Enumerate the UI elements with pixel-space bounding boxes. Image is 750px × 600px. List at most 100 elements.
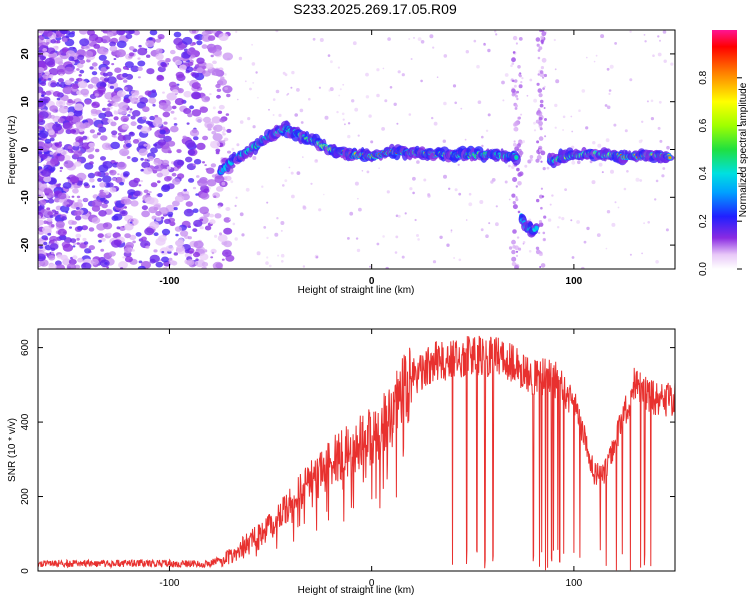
spectrum-noise-speck [201, 95, 211, 103]
spectrum-noise-speck [141, 236, 147, 242]
spectrum-faint-speck [540, 66, 545, 70]
spectrum-streak-speck [517, 181, 522, 186]
spectrum-noise-speck [55, 83, 61, 87]
spectrum-streak-speck [518, 116, 521, 120]
spectrum-faint-speck [341, 112, 345, 116]
spectrum-faint-speck [570, 115, 573, 118]
spectrum-streak-speck [511, 256, 517, 262]
spectrum-noise-speck [79, 30, 88, 35]
spectrum-faint-speck [235, 196, 238, 199]
spectrum-noise-speck [141, 210, 151, 218]
spectrum-noise-speck [66, 263, 77, 269]
spectrum-noise-speck [161, 159, 170, 166]
colorbar-tick-label: 0.4 [698, 166, 709, 180]
spectrum-noise-speck [150, 182, 158, 188]
spectrum-noise-speck [43, 241, 48, 246]
spectrum-noise-speck [129, 46, 135, 51]
spectrum-noise-speck [156, 172, 163, 178]
spectrum-noise-speck [49, 151, 54, 155]
spectrum-noise-speck [56, 68, 66, 76]
spectrum-streak-speck [513, 140, 516, 143]
spectrum-faint-speck [312, 37, 316, 41]
spectrum-streak-speck [543, 215, 547, 219]
spectrum-faint-speck [412, 191, 415, 195]
spectrum-noise-speck [131, 249, 135, 252]
spectrum-streak-speck [540, 150, 546, 156]
spectrum-faint-speck [655, 179, 659, 183]
spectrum-noise-speck [157, 193, 163, 198]
spectrum-noise-speck [131, 157, 139, 163]
spectrum-noise-speck [153, 143, 158, 147]
spectrum-faint-speck [481, 135, 484, 139]
spectrum-streak-speck [541, 195, 545, 198]
spectrum-noise-speck [199, 253, 209, 261]
spectrum-noise-speck [87, 30, 95, 36]
spectrum-faint-speck [529, 78, 533, 82]
colorbar-tick-label: 0.6 [698, 118, 709, 132]
spectrum-noise-speck [173, 31, 182, 38]
spectrum-faint-speck [647, 221, 650, 224]
spectrum-noise-speck [215, 151, 220, 155]
spectrum-noise-speck [155, 38, 162, 43]
spectrum-streak-speck [540, 35, 545, 40]
spectrum-faint-speck [581, 89, 586, 93]
spectrum-streak-speck [513, 127, 518, 132]
spectrum-noise-speck [173, 117, 177, 120]
spectrum-noise-speck [133, 190, 141, 197]
spectrum-noise-speck [106, 71, 113, 77]
spectrum-faint-speck [655, 260, 659, 264]
spectrum-noise-speck [155, 216, 162, 222]
spectrum-noise-speck [39, 55, 47, 61]
spectrum-faint-speck [410, 58, 413, 60]
spectrum-noise-speck [100, 35, 111, 44]
spectrum-streak-speck [542, 231, 546, 235]
spectrum-faint-speck [268, 108, 270, 111]
spectrum-faint-speck [626, 170, 629, 173]
spectrum-noise-speck [118, 101, 129, 110]
spectrum-noise-speck [140, 126, 150, 134]
spectrum-noise-speck [56, 147, 64, 153]
spectrum-faint-speck [299, 108, 304, 113]
spectrum-noise-speck [124, 98, 131, 103]
spectrum-streak-speck [512, 201, 516, 205]
spectrum-noise-speck [199, 206, 210, 215]
spectrum-streak-speck [539, 266, 542, 268]
spectrum-noise-speck [51, 179, 55, 183]
spectrum-faint-speck [352, 41, 357, 46]
spectrum-faint-speck [593, 60, 596, 63]
spectrum-faint-speck [387, 37, 391, 41]
spectrum-noise-speck [81, 225, 88, 231]
spectrum-noise-speck [176, 245, 185, 252]
spectrum-noise-speck [43, 187, 52, 194]
spectrum-noise-speck [62, 243, 74, 252]
spectrum-streak-speck [515, 185, 518, 188]
spectrum-faint-speck [578, 109, 581, 112]
spectrum-faint-speck [495, 205, 498, 208]
spectrum-noise-speck [158, 102, 168, 110]
spectrum-noise-speck [185, 139, 196, 148]
spectrum-faint-speck [294, 113, 299, 117]
spectrum-noise-speck [76, 242, 80, 245]
spectrum-noise-speck [66, 176, 71, 180]
spectrum-faint-speck [269, 264, 272, 268]
snr-x-label: Height of straight line (km) [298, 585, 415, 596]
spectrum-noise-speck [72, 245, 76, 248]
spectrum-noise-speck [162, 184, 171, 191]
spectrum-faint-speck [468, 192, 472, 196]
spectrum-faint-speck [284, 179, 288, 183]
spectrum-noise-speck [63, 66, 74, 75]
spectrum-noise-speck [196, 175, 200, 178]
spectrum-streak-speck [512, 51, 516, 54]
spectrum-noise-speck [169, 221, 176, 227]
spectrum-noise-speck [125, 242, 134, 249]
spectrum-noise-speck [44, 57, 55, 66]
spectrum-faint-speck [342, 83, 345, 86]
spectrum-noise-speck [183, 208, 194, 217]
spectrum-noise-speck [225, 254, 235, 262]
spectrum-noise-speck [73, 141, 80, 147]
spectrum-faint-speck [562, 129, 565, 131]
spectrum-noise-speck [76, 77, 83, 82]
spectrum-faint-speck [357, 197, 359, 200]
spectrum-streak-speck [516, 236, 520, 239]
spectrum-noise-speck [172, 178, 181, 185]
